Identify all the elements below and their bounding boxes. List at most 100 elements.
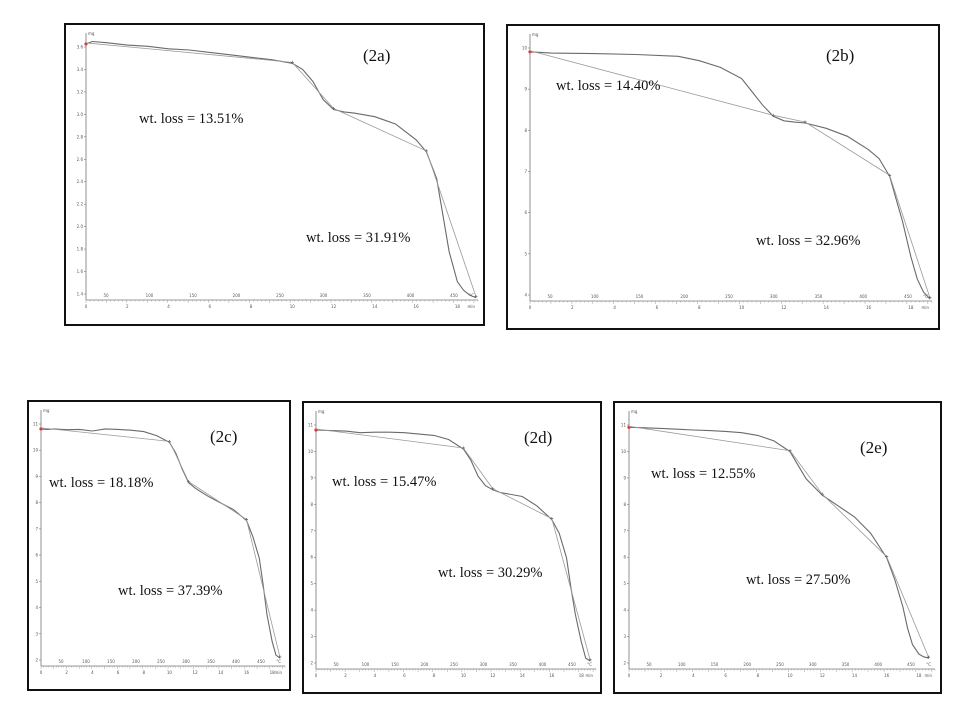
x-unit-label: min: [924, 673, 932, 678]
tangent-line: [529, 50, 774, 116]
temperature-tick-label: 200: [743, 662, 751, 667]
y-tick-label: 8: [623, 502, 626, 507]
y-tick-label: 2.6: [77, 157, 84, 162]
y-tick-label: 11: [33, 422, 39, 427]
tga-chart-2b: 10 9 8 7 6 5 4 mg 0 2 4 6 8 10 12 14 16 18 min 50 100 150 200 2…: [522, 32, 933, 310]
temperature-tick-label: 150: [107, 659, 115, 664]
x-tick-label: 4: [167, 304, 170, 309]
temperature-tick-label: 150: [189, 293, 197, 298]
x-tick-label: 8: [250, 304, 253, 309]
temperature-tick-label: 400: [874, 662, 882, 667]
panel-label: (2a): [363, 46, 391, 65]
temperature-tick-label: 350: [207, 659, 215, 664]
tga-chart-2d: 11 10 9 8 7 6 5 4 3 2 mg 0 2 4 6 8 10 12 14 16 18 min 50 100 150…: [308, 409, 597, 678]
tangent-line: [821, 493, 887, 557]
temperature-tick-label: 100: [82, 659, 90, 664]
x-tick-label: 2: [126, 304, 129, 309]
wt-loss-annotation-2: wt. loss = 27.50%: [746, 572, 851, 588]
x-unit-label: min: [585, 673, 593, 678]
tangent-marker: [820, 492, 824, 496]
y-tick-label: 4: [524, 293, 527, 298]
x-tick-label: 6: [403, 673, 406, 678]
temperature-tick-label: 50: [333, 662, 339, 667]
y-tick-label: 5: [310, 581, 313, 586]
y-tick-label: 2.2: [77, 202, 84, 207]
temperature-tick-label: 200: [233, 293, 241, 298]
tangent-marker: [167, 439, 171, 443]
y-tick-label: 2: [623, 661, 626, 666]
wt-loss-annotation-1: wt. loss = 15.47%: [332, 474, 437, 490]
tangent-line: [246, 519, 281, 658]
x-tick-label: 8: [698, 305, 701, 310]
temperature-tick-label: 350: [509, 662, 517, 667]
panel-label: (2d): [524, 428, 553, 447]
temperature-tick-label: 250: [725, 294, 733, 299]
panel-label: (2c): [210, 427, 238, 446]
wt-loss-annotation-2: wt. loss = 37.39%: [118, 583, 223, 599]
tangent-line: [169, 441, 190, 482]
temperature-tick-label: 100: [591, 294, 599, 299]
temperature-tick-label: 400: [859, 294, 867, 299]
tangent-marker: [278, 655, 282, 659]
x-tick-label: 10: [739, 305, 745, 310]
temperature-tick-label: 300: [770, 294, 778, 299]
y-tick-label: 7: [310, 528, 313, 533]
temperature-tick-label: 50: [547, 294, 553, 299]
temperature-tick-label: 200: [421, 662, 429, 667]
temperature-tick-label: 300: [480, 662, 488, 667]
y-tick-label: 3.6: [77, 45, 84, 50]
temperature-tick-label: 100: [146, 293, 154, 298]
y-tick-label: 6: [623, 555, 626, 560]
x-tick-label: 12: [193, 670, 199, 675]
wt-loss-annotation-1: wt. loss = 18.18%: [49, 475, 154, 491]
y-tick-label: 7: [524, 169, 527, 174]
x-tick-label: 16: [866, 305, 872, 310]
temperature-tick-label: 250: [276, 293, 284, 298]
y-tick-label: 9: [35, 474, 38, 479]
y-tick-label: 1.4: [77, 292, 84, 297]
tangent-marker: [588, 658, 592, 662]
tangent-line: [804, 121, 890, 176]
x-tick-label: 2: [660, 673, 663, 678]
panel-label: (2b): [826, 46, 855, 65]
x-tick-label: 8: [433, 673, 436, 678]
temperature-tick-label: 150: [391, 662, 399, 667]
y-tick-label: 10: [33, 448, 39, 453]
tangent-line: [463, 447, 494, 489]
temperature-tick-label: 250: [450, 662, 458, 667]
y-tick-label: 6: [524, 210, 527, 215]
x-tick-label: 8: [142, 670, 145, 675]
y-tick-label: 10: [522, 46, 528, 51]
start-marker: [528, 50, 532, 54]
tangent-line: [628, 425, 791, 452]
y-tick-label: 3.2: [77, 89, 84, 94]
temperature-tick-label: 400: [539, 662, 547, 667]
x-tick-label: 10: [788, 673, 794, 678]
temperature-tick-label: 50: [646, 662, 652, 667]
tga-chart-2a: 3.6 3.4 3.2 3.0 2.8 2.6 2.4 2.2 2.0 1.8 1.6 1.4 mg 0 2…: [77, 31, 479, 309]
tangent-line: [492, 488, 552, 519]
x-tick-label: 0: [529, 305, 532, 310]
tangent-marker: [927, 655, 931, 659]
temperature-tick-label: 450: [904, 294, 912, 299]
tga-curve: [628, 426, 929, 659]
x-tick-label: 18: [579, 673, 585, 678]
x-tick-label: 16: [884, 673, 890, 678]
temperature-tick-label: 150: [636, 294, 644, 299]
y-tick-label: 3: [310, 634, 313, 639]
y-tick-label: 10: [621, 449, 627, 454]
tangent-marker: [461, 446, 465, 450]
x-tick-label: 6: [209, 304, 212, 309]
tga-curve: [529, 51, 931, 300]
y-tick-label: 5: [35, 579, 38, 584]
tangent-line: [426, 150, 477, 297]
x-tick-label: 16: [549, 673, 555, 678]
temperature-unit-label: °C: [926, 662, 931, 667]
x-tick-label: 0: [40, 670, 43, 675]
tangent-marker: [187, 480, 191, 484]
x-tick-label: 16: [414, 304, 420, 309]
tangent-marker: [474, 295, 478, 299]
y-tick-label: 8: [524, 128, 527, 133]
tga-panel-2c: 11 10 9 8 7 6 5 4 3 2 mg 0 2 4 6 8 10 12 14 16 18 min 50 100 150…: [27, 400, 291, 691]
x-tick-label: 14: [372, 304, 378, 309]
